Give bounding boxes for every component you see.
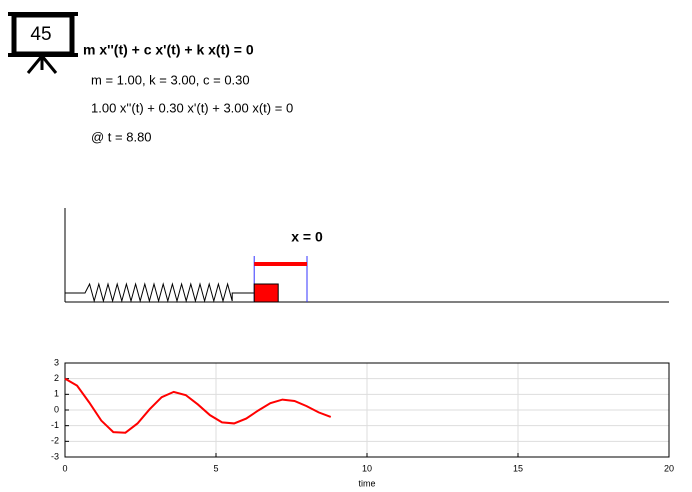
icon-label: 45 [30,24,51,45]
board-icon [8,12,78,74]
plot-frame [64,362,670,458]
expanded-equation: 1.00 x''(t) + 0.30 x'(t) + 3.00 x(t) = 0 [91,100,293,115]
y-tick-label: 0 [54,404,59,414]
y-tick-label: 2 [54,373,59,383]
x-tick-label: 15 [513,463,523,473]
parameters: m = 1.00, k = 3.00, c = 0.30 [91,72,250,87]
y-tick-label: -2 [51,436,59,446]
spring [65,282,255,303]
simulation: x = 0 [64,208,669,303]
x-tick-label: 20 [664,463,674,473]
mass [253,283,279,303]
x-axis-label: time [358,478,375,488]
x-tick-label: 0 [62,463,67,473]
y-tick-label: -3 [51,451,59,461]
time-label: @ t = 8.80 [91,129,152,144]
equilibrium-label: x = 0 [291,229,323,245]
equation: m x''(t) + c x'(t) + k x(t) = 0 [83,42,254,58]
data-line [64,377,332,434]
x-tick-label: 5 [213,463,218,473]
y-tick-label: -1 [51,420,59,430]
x-tick-label: 10 [362,463,372,473]
y-tick-label: 3 [54,357,59,367]
plot: 0 5 10 15 20 -3 -2 -1 0 1 2 3 time [51,357,674,488]
y-tick-label: 1 [54,389,59,399]
